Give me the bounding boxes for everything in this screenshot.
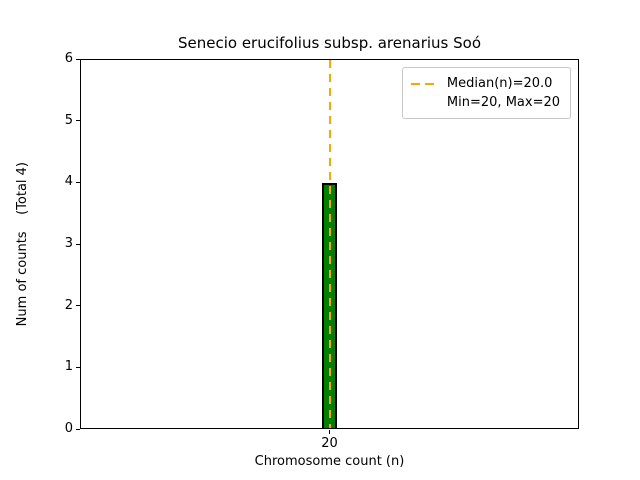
y-tick-label: 6: [64, 51, 73, 66]
x-tick-label: 20: [321, 436, 338, 451]
y-tick-mark: [76, 181, 80, 183]
legend-label-minmax: Min=20, Max=20: [446, 95, 560, 110]
y-tick-label: 0: [64, 421, 73, 436]
legend-empty-swatch: [411, 102, 439, 104]
y-tick-mark: [76, 243, 80, 245]
legend-label-median: Median(n)=20.0: [446, 76, 553, 91]
y-tick-mark: [76, 428, 80, 430]
y-tick-label: 5: [64, 112, 73, 128]
y-tick-label: 1: [64, 359, 73, 375]
plot-area: Median(n)=20.0 Min=20, Max=20: [80, 59, 579, 429]
y-tick-mark: [76, 366, 80, 368]
legend-entry-minmax: Min=20, Max=20: [411, 93, 560, 112]
chart-title: Senecio erucifolius subsp. arenarius Soó: [177, 34, 482, 52]
x-tick-mark: [329, 430, 330, 434]
y-tick-label: 4: [64, 174, 73, 190]
legend: Median(n)=20.0 Min=20, Max=20: [401, 67, 571, 119]
y-tick-mark: [76, 120, 80, 122]
y-axis-label: Num of counts (Total 4): [14, 161, 30, 327]
y-tick-mark: [76, 58, 80, 60]
y-tick-mark: [76, 305, 80, 307]
median-line: [328, 60, 331, 428]
legend-entry-median: Median(n)=20.0: [410, 74, 560, 93]
median-dashed-line-icon: [410, 82, 439, 85]
y-tick-label: 3: [64, 236, 73, 251]
y-axis-label-wrap: Num of counts (Total 4): [10, 59, 34, 429]
x-axis-label: Chromosome count (n): [254, 454, 405, 469]
y-tick-label: 2: [64, 297, 73, 313]
